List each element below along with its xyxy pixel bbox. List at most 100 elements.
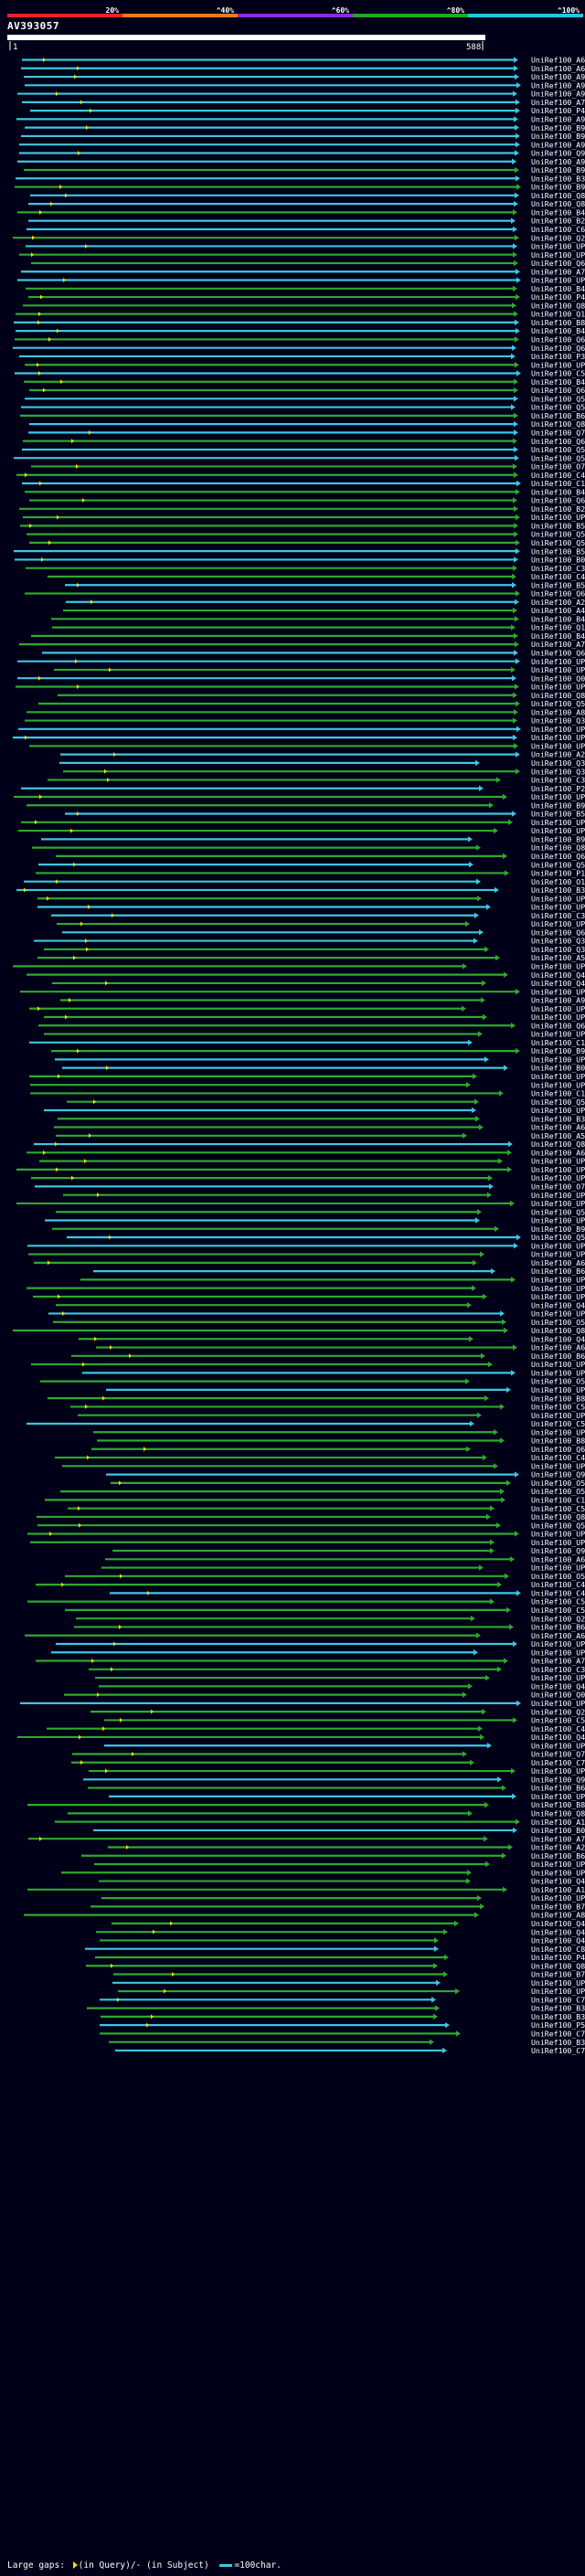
hit-label-link[interactable]: UniRef100_UP1000... xyxy=(531,1072,585,1081)
hit-label-link[interactable]: UniRef100_UP1000... xyxy=(531,1699,585,1708)
hit-label-link[interactable]: UniRef100_B4G7B4 xyxy=(531,614,585,623)
hit-label-link[interactable]: UniRef100_Q2SNQ6 xyxy=(531,233,585,242)
hit-label-link[interactable]: UniRef100_Q9C1U8 xyxy=(531,1775,585,1784)
hit-label-link[interactable]: UniRef100_C4JFN6 xyxy=(531,1453,585,1462)
hit-label-link[interactable]: UniRef100_C3ZY71 xyxy=(531,1665,585,1674)
hit-label-link[interactable]: UniRef100_A6MS18 xyxy=(531,1148,585,1157)
hit-label-link[interactable]: UniRef100_UP1000... xyxy=(531,1012,585,1022)
hit-label-link[interactable]: UniRef100_B9RI82 xyxy=(531,165,585,175)
hit-label-link[interactable]: UniRef100_Q6EV29 xyxy=(531,649,585,658)
hit-label-link[interactable]: UniRef100_UP1000... xyxy=(531,961,585,970)
hit-label-link[interactable]: UniRef100_B3RPU7 xyxy=(531,885,585,895)
hit-label-link[interactable]: UniRef100_Q3TL26 xyxy=(531,767,585,776)
hit-label-link[interactable]: UniRef100_B3TH60 xyxy=(531,2038,585,2047)
hit-label-link[interactable]: UniRef100_Q5HI29 xyxy=(531,538,585,547)
hit-label-link[interactable]: UniRef100_B4LRC7 xyxy=(531,207,585,217)
hit-label-link[interactable]: UniRef100_Q3TLE5 xyxy=(531,716,585,726)
hit-label-link[interactable]: UniRef100_B3L9U0 xyxy=(531,1114,585,1123)
hit-label-link[interactable]: UniRef100_Q6VZ66 xyxy=(531,589,585,599)
hit-label-link[interactable]: UniRef100_B9P311 xyxy=(531,1046,585,1055)
hit-label-link[interactable]: UniRef100_A7AVV4 xyxy=(531,1834,585,1843)
hit-label-link[interactable]: UniRef100_A9UDN0 xyxy=(531,996,585,1005)
hit-label-link[interactable]: UniRef100_P49154 xyxy=(531,292,585,302)
hit-label-link[interactable]: UniRef100_C1N6V4 xyxy=(531,1089,585,1098)
hit-label-link[interactable]: UniRef100_A7L6H1 xyxy=(531,1657,585,1666)
hit-label-link[interactable]: UniRef100_UP1000... xyxy=(531,1173,585,1182)
hit-label-link[interactable]: UniRef100_A9TNL0 xyxy=(531,90,585,99)
hit-label-link[interactable]: UniRef100_A7PWE1 xyxy=(531,98,585,107)
hit-label-link[interactable]: UniRef100_Q6C5W9 xyxy=(531,1445,585,1454)
hit-label-link[interactable]: UniRef100_B4KJE0 xyxy=(531,284,585,293)
hit-label-link[interactable]: UniRef100_Q4D129 xyxy=(531,1936,585,1945)
hit-label-link[interactable]: UniRef100_B4JE34 xyxy=(531,326,585,335)
hit-label-link[interactable]: UniRef100_Q0OTE3 xyxy=(531,673,585,683)
hit-label-link[interactable]: UniRef100_UP1000... xyxy=(531,1427,585,1436)
hit-label-link[interactable]: UniRef100_UP1000... xyxy=(531,1157,585,1166)
hit-label-link[interactable]: UniRef100_Q6BER8 xyxy=(531,386,585,395)
hit-label-link[interactable]: UniRef100_C5FQ13 xyxy=(531,1606,585,1615)
hit-label-link[interactable]: UniRef100_UP1000... xyxy=(531,725,585,734)
hit-label-link[interactable]: UniRef100_UP1000... xyxy=(531,1191,585,1200)
hit-label-link[interactable]: UniRef100_B5DK05 xyxy=(531,580,585,589)
hit-label-link[interactable]: UniRef100_A6UUC2 xyxy=(531,64,585,73)
hit-label-link[interactable]: UniRef100_C1E7Q5 xyxy=(531,1038,585,1047)
hit-label-link[interactable]: UniRef100_Q5AEV1 xyxy=(531,1097,585,1107)
hit-label-link[interactable]: UniRef100_UP1000... xyxy=(531,741,585,750)
hit-label-link[interactable]: UniRef100_C4Q6R7 xyxy=(531,1580,585,1589)
hit-label-link[interactable]: UniRef100_Q4W459 xyxy=(531,1927,585,1936)
hit-label-link[interactable]: UniRef100_Q6U1L7 xyxy=(531,259,585,268)
hit-label-link[interactable]: UniRef100_C5PJ05 xyxy=(531,1419,585,1428)
hit-label-link[interactable]: UniRef100_UP1000... xyxy=(531,1564,585,1573)
hit-label-link[interactable]: UniRef100_Q87508 xyxy=(531,1512,585,1521)
hit-label-link[interactable]: UniRef100_Q5QFF2 xyxy=(531,453,585,462)
hit-label-link[interactable]: UniRef100_A1D924 xyxy=(531,1818,585,1827)
hit-label-link[interactable]: UniRef100_Q8V8X8 xyxy=(531,191,585,200)
hit-label-link[interactable]: UniRef100_Q5CPU2 xyxy=(531,1233,585,1242)
hit-label-link[interactable]: UniRef100_UP1000... xyxy=(531,657,585,666)
hit-label-link[interactable]: UniRef100_O55218 xyxy=(531,1572,585,1581)
hit-label-link[interactable]: UniRef100_UP1000... xyxy=(531,242,585,251)
hit-label-link[interactable]: UniRef100_B9FEV9 xyxy=(531,834,585,843)
hit-label-link[interactable]: UniRef100_Q5S8D0 xyxy=(531,1207,585,1216)
hit-label-link[interactable]: UniRef100_B8NMS2 xyxy=(531,1800,585,1809)
hit-label-link[interactable]: UniRef100_Q81865 xyxy=(531,691,585,700)
hit-label-link[interactable]: UniRef100_Q5QC97 xyxy=(531,445,585,454)
hit-label-link[interactable]: UniRef100_UP1000... xyxy=(531,1411,585,1420)
hit-label-link[interactable]: UniRef100_B4GEB9 xyxy=(531,377,585,387)
hit-label-link[interactable]: UniRef100_C3Z781 xyxy=(531,776,585,785)
hit-label-link[interactable]: UniRef100_Q5BMA4 xyxy=(531,1521,585,1530)
hit-label-link[interactable]: UniRef100_UP1000... xyxy=(531,1860,585,1869)
hit-label-link[interactable]: UniRef100_UP1000... xyxy=(531,1368,585,1377)
hit-label-link[interactable]: UniRef100_B9I172 xyxy=(531,132,585,141)
hit-label-link[interactable]: UniRef100_UP1000... xyxy=(531,1538,585,1547)
hit-label-link[interactable]: UniRef100_C4Q5Q6 xyxy=(531,1724,585,1733)
hit-label-link[interactable]: UniRef100_UP1000... xyxy=(531,1893,585,1903)
hit-label-link[interactable]: UniRef100_A6QU31 xyxy=(531,1123,585,1132)
hit-label-link[interactable]: UniRef100_UP1000... xyxy=(531,818,585,827)
hit-label-link[interactable]: UniRef100_B0Z9P3 xyxy=(531,556,585,565)
hit-label-link[interactable]: UniRef100_UP1000... xyxy=(531,1987,585,1996)
hit-label-link[interactable]: UniRef100_B9HR61 xyxy=(531,800,585,810)
hit-label-link[interactable]: UniRef100_Q5NM47 xyxy=(531,403,585,412)
hit-label-link[interactable]: UniRef100_C4WS12 xyxy=(531,572,585,581)
hit-label-link[interactable]: UniRef100_A9PEI4 xyxy=(531,114,585,123)
hit-label-link[interactable]: UniRef100_Q0CC91 xyxy=(531,1691,585,1700)
hit-label-link[interactable]: UniRef100_B3TH53 xyxy=(531,2004,585,2013)
hit-label-link[interactable]: UniRef100_C1BQ87 xyxy=(531,479,585,488)
hit-label-link[interactable]: UniRef100_UP1000... xyxy=(531,1868,585,1877)
hit-label-link[interactable]: UniRef100_B6K6S5 xyxy=(531,1352,585,1361)
hit-label-link[interactable]: UniRef100_B4HBM5 xyxy=(531,631,585,641)
hit-label-link[interactable]: UniRef100_Q4P424 xyxy=(531,1681,585,1691)
hit-label-link[interactable]: UniRef100_C7YWE5 xyxy=(531,1758,585,1767)
hit-label-link[interactable]: UniRef100_Q4W6Q4 xyxy=(531,1877,585,1886)
hit-label-link[interactable]: UniRef100_B5DK03 xyxy=(531,546,585,556)
hit-label-link[interactable]: UniRef100_A7RJJ7 xyxy=(531,640,585,649)
hit-label-link[interactable]: UniRef100_C5MQF1 xyxy=(531,1597,585,1606)
hit-label-link[interactable]: UniRef100_O74892 xyxy=(531,1182,585,1192)
hit-label-link[interactable]: UniRef100_C1HE50 xyxy=(531,1496,585,1505)
hit-label-link[interactable]: UniRef100_UP1000... xyxy=(531,250,585,260)
hit-label-link[interactable]: UniRef100_P15880 xyxy=(531,869,585,878)
hit-label-link[interactable]: UniRef100_A5K3U1 xyxy=(531,1131,585,1140)
hit-label-link[interactable]: UniRef100_B6KEP5 xyxy=(531,1623,585,1632)
hit-label-link[interactable]: UniRef100_B8C8V8 xyxy=(531,1394,585,1403)
